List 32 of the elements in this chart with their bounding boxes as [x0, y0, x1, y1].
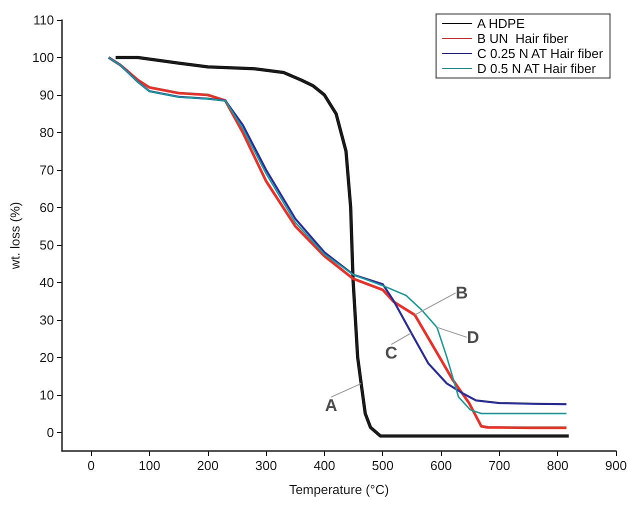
x-tick-label: 900: [605, 458, 627, 473]
x-tick-label: 600: [430, 458, 452, 473]
annotation: C: [385, 343, 398, 362]
x-tick-label: 100: [138, 458, 160, 473]
y-tick-label: 110: [33, 12, 54, 28]
x-axis-title: Temperature (°C): [289, 482, 389, 497]
y-tick-label: 10: [40, 387, 54, 402]
x-tick-label: 700: [488, 458, 510, 473]
y-tick-label: 30: [40, 312, 54, 328]
x-tick-label: 500: [372, 458, 394, 473]
legend-label: C 0.25 N AT Hair fiber: [477, 46, 604, 61]
y-tick-label: 90: [40, 87, 54, 102]
y-tick-label: 80: [40, 124, 54, 140]
annotation: B: [456, 283, 468, 302]
y-tick-label: 60: [40, 200, 54, 215]
legend-label: A HDPE: [477, 16, 526, 31]
annotation: D: [466, 328, 480, 347]
legend-label: B UN Hair fiber: [477, 31, 569, 46]
y-tick-label: 40: [40, 274, 54, 290]
y-axis-title: wt. loss (%): [7, 202, 22, 270]
x-tick-label: 200: [196, 458, 219, 473]
y-tick-label: 100: [32, 50, 54, 65]
x-tick-label: 400: [314, 458, 336, 473]
y-tick-label: 50: [40, 237, 54, 252]
x-tick-label: 0: [88, 458, 95, 473]
y-tick-label: 70: [40, 162, 54, 178]
annotation: A: [325, 396, 338, 416]
y-tick-label: 0: [46, 424, 54, 440]
x-tick-label: 800: [546, 458, 569, 473]
y-tick-label: 20: [40, 350, 54, 365]
legend-label: D 0.5 N AT Hair fiber: [477, 61, 596, 76]
x-tick-label: 300: [255, 458, 277, 473]
